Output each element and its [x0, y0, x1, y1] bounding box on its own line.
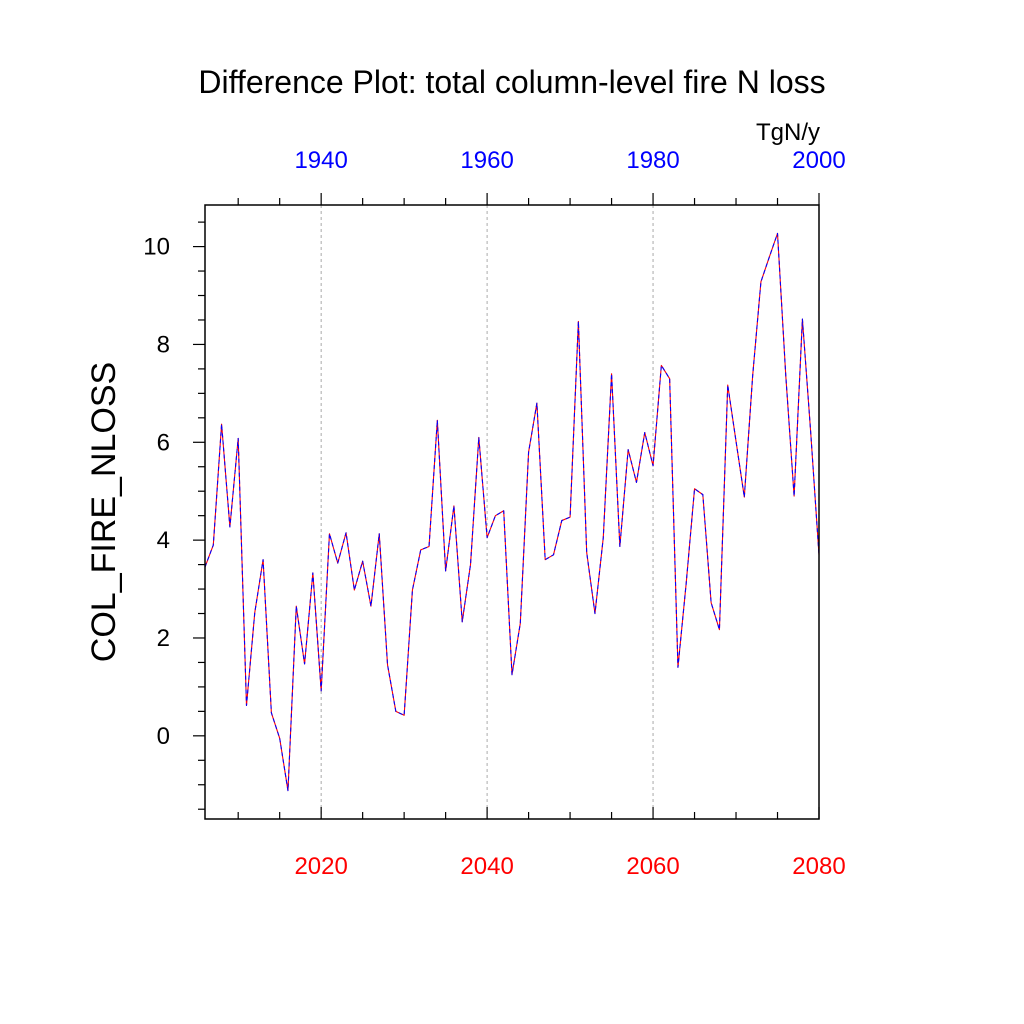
bottom-tick-label-2040: 2040 [460, 853, 513, 880]
bottom-tick-label-2080: 2080 [792, 853, 845, 880]
chart-title: Difference Plot: total column-level fire… [198, 64, 825, 100]
y-tick-label-2: 2 [157, 625, 170, 652]
y-tick-label-0: 0 [157, 723, 170, 750]
y-tick-label-8: 8 [157, 331, 170, 358]
top-tick-label-1960: 1960 [460, 147, 513, 174]
top-tick-label-1980: 1980 [626, 147, 679, 174]
axis-ticks [193, 193, 820, 819]
y-tick-label-4: 4 [157, 527, 170, 554]
vertical-gridlines [320, 205, 654, 819]
series-line-red [204, 232, 820, 792]
tick-labels: 2020 2040 2060 2080 1940 1960 1980 2000 0 2 4 6 8 10 [143, 147, 845, 880]
y-tick-label-6: 6 [157, 429, 170, 456]
top-tick-label-2000: 2000 [792, 147, 845, 174]
bottom-tick-label-2060: 2060 [626, 853, 679, 880]
bottom-tick-label-2020: 2020 [294, 853, 347, 880]
units-label: TgN/y [756, 119, 820, 146]
y-tick-label-10: 10 [143, 234, 170, 261]
top-tick-label-1940: 1940 [294, 147, 347, 174]
series-line-blue-dashed [204, 232, 820, 792]
plot-frame [204, 204, 820, 820]
data-series-group [204, 232, 820, 792]
y-axis-label: COL_FIRE_NLOSS [85, 362, 123, 662]
